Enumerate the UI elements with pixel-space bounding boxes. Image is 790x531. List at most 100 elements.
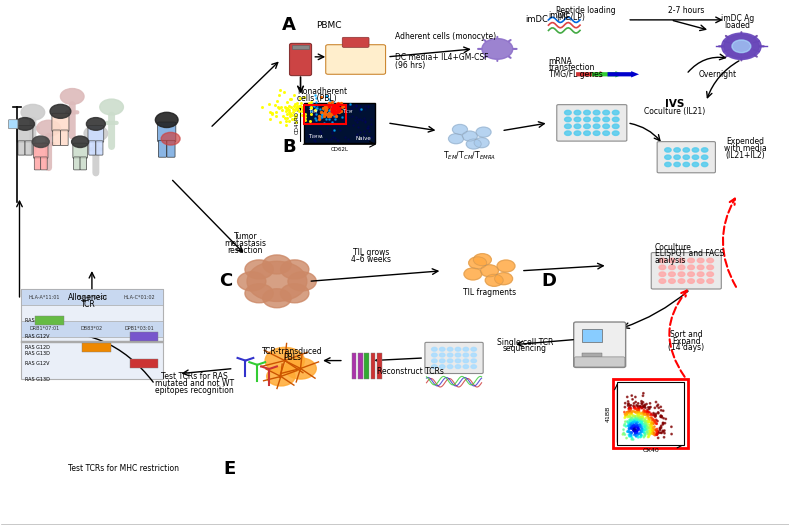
Point (325, 108, 337, 116)
Text: Expand: Expand (672, 337, 701, 346)
Circle shape (462, 131, 477, 141)
Point (628, 423, 641, 431)
Point (639, 422, 652, 430)
Point (624, 428, 637, 436)
Point (651, 427, 664, 436)
Circle shape (431, 359, 437, 363)
Point (313, 112, 325, 121)
Point (630, 418, 642, 427)
Point (644, 411, 656, 419)
Point (638, 409, 650, 418)
Point (321, 123, 333, 132)
Point (623, 425, 635, 434)
Point (623, 416, 636, 425)
Circle shape (455, 353, 461, 357)
Point (639, 430, 652, 439)
FancyBboxPatch shape (21, 289, 163, 305)
Point (617, 425, 630, 434)
FancyArrow shape (608, 71, 639, 78)
Point (322, 99, 334, 107)
Point (623, 428, 635, 436)
Point (623, 407, 636, 415)
Point (643, 424, 656, 433)
Point (331, 110, 344, 118)
Point (630, 427, 643, 436)
Point (641, 421, 653, 429)
Point (629, 393, 641, 401)
Text: RAS G13D: RAS G13D (25, 378, 50, 382)
Point (287, 108, 299, 117)
FancyBboxPatch shape (33, 143, 48, 159)
Point (635, 422, 648, 430)
Point (325, 101, 338, 109)
Point (637, 414, 649, 422)
Point (364, 120, 377, 129)
Point (623, 413, 635, 421)
Point (637, 389, 649, 398)
Point (635, 414, 648, 422)
Point (631, 411, 644, 419)
Point (359, 131, 371, 140)
Circle shape (455, 365, 461, 369)
Point (628, 407, 641, 416)
Point (633, 412, 645, 420)
Point (637, 398, 649, 407)
Circle shape (698, 265, 704, 270)
Text: resection: resection (228, 246, 263, 255)
Text: sequencing: sequencing (503, 345, 547, 354)
Point (638, 429, 651, 437)
Point (265, 109, 278, 118)
Point (632, 425, 645, 434)
Circle shape (471, 359, 476, 363)
Point (625, 423, 638, 431)
Point (637, 413, 649, 422)
Point (273, 118, 286, 127)
Text: Sort and: Sort and (670, 330, 702, 339)
Point (634, 431, 647, 440)
Circle shape (612, 124, 619, 129)
Point (621, 408, 634, 416)
Point (649, 398, 662, 406)
Circle shape (280, 284, 309, 303)
Point (359, 116, 372, 125)
Point (637, 408, 649, 417)
Point (307, 109, 320, 117)
Point (645, 425, 657, 434)
FancyBboxPatch shape (325, 45, 386, 74)
Text: Tumor: Tumor (234, 232, 258, 241)
Text: C: C (219, 272, 232, 290)
Point (325, 101, 338, 110)
Point (641, 417, 654, 426)
Point (333, 105, 345, 114)
Circle shape (707, 272, 713, 277)
Circle shape (474, 138, 489, 148)
Point (330, 136, 343, 144)
Point (322, 109, 335, 118)
Point (329, 108, 342, 117)
Point (628, 416, 641, 424)
Point (322, 99, 335, 107)
Point (326, 97, 339, 106)
Point (638, 402, 650, 410)
Point (284, 109, 296, 117)
Text: metastasis: metastasis (224, 239, 266, 248)
Point (358, 127, 371, 135)
FancyBboxPatch shape (88, 141, 96, 155)
Point (345, 105, 358, 113)
FancyBboxPatch shape (167, 140, 175, 157)
Circle shape (72, 136, 88, 148)
Point (634, 421, 646, 430)
FancyBboxPatch shape (358, 353, 363, 379)
Point (637, 408, 649, 416)
Point (626, 423, 638, 431)
Text: loaded: loaded (724, 21, 750, 30)
Point (621, 410, 634, 418)
Point (631, 429, 644, 438)
Point (315, 109, 328, 118)
Point (636, 417, 649, 426)
Circle shape (732, 40, 750, 53)
Circle shape (267, 367, 295, 386)
Point (326, 104, 339, 112)
Point (310, 105, 322, 114)
Point (299, 113, 311, 121)
